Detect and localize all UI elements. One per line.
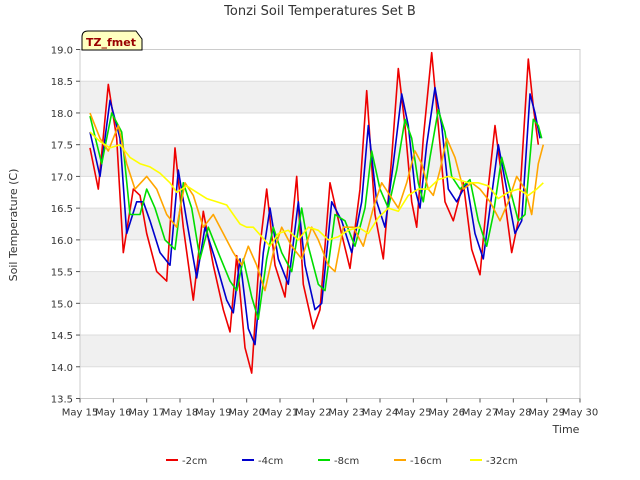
data-series <box>89 51 545 374</box>
x-tick-label: May 28 <box>495 408 532 419</box>
x-tick-label: May 20 <box>228 408 265 419</box>
legend-label: -32cm <box>486 456 518 467</box>
x-tick-label: May 21 <box>262 408 299 419</box>
series-line-2cmcm <box>89 51 540 374</box>
legend-label: -2cm <box>182 456 207 467</box>
legend-label: -16cm <box>410 456 442 467</box>
x-tick-label: May 24 <box>362 408 399 419</box>
y-axis-ticks: 13.5 14.0 14.5 15.0 15.5 16.0 16.5 17.0 17.5 18.0… <box>51 46 80 406</box>
station-tag-box <box>81 30 143 51</box>
y-tick-label: 13.5 <box>51 395 73 406</box>
series-line-16cmcm <box>89 112 545 292</box>
x-tick-label: May 25 <box>395 408 432 419</box>
x-tick-label: May 29 <box>528 408 565 419</box>
y-tick-label: 15.5 <box>51 268 73 279</box>
y-tick-label: 14.5 <box>51 331 73 342</box>
x-tick-label: May 18 <box>162 408 199 419</box>
legend-label: -8cm <box>334 456 359 467</box>
y-tick-label: 18.0 <box>51 109 73 120</box>
x-tick-label: May 23 <box>328 408 365 419</box>
y-tick-label: 16.0 <box>51 236 73 247</box>
x-tick-label: May 27 <box>462 408 499 419</box>
series-line-32cmcm <box>89 131 544 247</box>
legend-label: -4cm <box>258 456 283 467</box>
y-tick-label: 14.0 <box>51 363 73 374</box>
legend: -2cm -4cm -8cm -16cm -32cm <box>166 456 518 467</box>
y-tick-label: 17.5 <box>51 141 73 152</box>
x-tick-label: May 26 <box>428 408 465 419</box>
series-line-4cmcm <box>89 86 541 346</box>
x-tick-label: May 30 <box>562 408 599 419</box>
x-tick-label: May 16 <box>95 408 132 419</box>
y-tick-label: 15.0 <box>51 299 73 310</box>
y-tick-label: 19.0 <box>51 46 73 57</box>
y-tick-label: 17.0 <box>51 172 73 183</box>
y-tick-label: 18.5 <box>51 77 73 88</box>
background-band <box>80 335 580 367</box>
y-tick-label: 16.5 <box>51 204 73 215</box>
y-axis-label: Soil Temperature (C) <box>7 169 20 282</box>
x-axis-label: Time <box>552 423 580 436</box>
plot-frame <box>79 49 581 399</box>
x-tick-label: May 22 <box>295 408 332 419</box>
station-tag-label: TZ_fmet <box>86 36 136 49</box>
x-tick-label: May 17 <box>128 408 165 419</box>
chart-title: Tonzi Soil Temperatures Set B <box>223 4 416 19</box>
background-band <box>80 81 580 113</box>
station-tag: TZ_fmet <box>81 30 143 51</box>
series-line-8cmcm <box>89 109 543 320</box>
x-tick-label: May 19 <box>195 408 232 419</box>
background-band <box>80 271 580 304</box>
x-tick-label: May 15 <box>62 408 99 419</box>
